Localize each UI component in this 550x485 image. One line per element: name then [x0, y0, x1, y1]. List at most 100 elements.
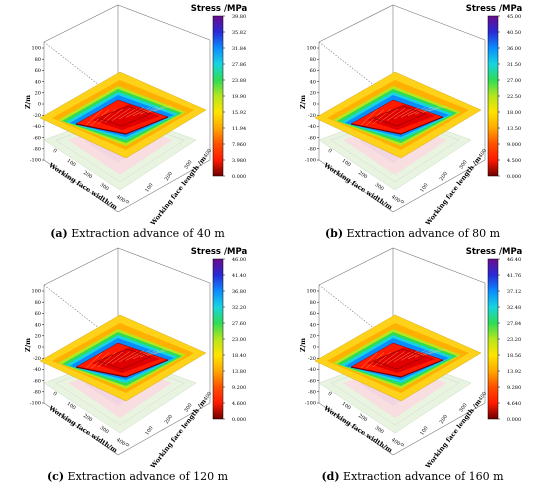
colorbar-tick-label: 32.48 [507, 305, 521, 311]
colorbar-tick-label: 27.84 [507, 321, 521, 327]
z-tick-label: 20 [310, 334, 316, 340]
z-tick-label: -80 [33, 390, 41, 396]
x-tick-label: 100 [340, 401, 351, 411]
colorbar-tick-label: 3.980 [232, 158, 246, 164]
colorbar-title: Stress /MPa [191, 247, 248, 257]
panel-4: 100 80 60 40 20 0 -20 -40 -60 -80 -100 Z/m 0 100 200 30… [275, 243, 550, 485]
panel-caption-text: Extraction advance of 160 m [339, 470, 504, 483]
z-tick-label: -20 [33, 356, 41, 362]
colorbar-tick-label: 0.000 [232, 417, 246, 423]
plot-4: 100806040200-20-40-60-80-100Z/m010020030… [299, 247, 523, 469]
z-axis-label: Z/m [24, 95, 32, 109]
plot-2: 100806040200-20-40-60-80-100Z/m010020030… [299, 4, 523, 226]
z-tick-label: 40 [35, 79, 41, 85]
x-tick-label: 300 [373, 182, 384, 192]
z-tick-label: -40 [308, 124, 316, 130]
y-tick-label: 300 [183, 402, 193, 413]
colorbar-tick-label: 45.00 [507, 14, 521, 20]
x-tick-label: 200 [82, 413, 93, 423]
colorbar-tick-label: 7.960 [232, 142, 246, 148]
colorbar-tick-label: 0.000 [232, 174, 246, 180]
colorbar-tick-label: 13.50 [507, 126, 521, 132]
z-tick-label: -60 [308, 135, 316, 141]
x-tick-label: 300 [98, 425, 109, 435]
z-tick-label: -100 [30, 158, 41, 164]
y-tick-label: 100 [419, 182, 429, 193]
panel-label: (d) [321, 470, 340, 483]
z-tick-label: -80 [33, 147, 41, 153]
z-tick-label: 0 [313, 345, 316, 351]
panel-3: 100 80 60 40 20 0 -20 -40 -60 -80 -100 Z/m 0 100 200 30… [0, 243, 275, 485]
colorbar-title: Stress /MPa [466, 247, 523, 257]
stress-surface [39, 71, 207, 159]
colorbar-tick-label: 13.92 [507, 369, 521, 375]
panel-caption-text: Extraction advance of 80 m [343, 227, 501, 240]
colorbar-tick-label: 9.280 [507, 385, 521, 391]
panel-caption: (b) Extraction advance of 80 m [275, 227, 550, 240]
y-tick-label: 300 [458, 402, 468, 413]
z-tick-label: 80 [35, 57, 41, 63]
z-tick-label: -20 [308, 113, 316, 119]
colorbar-tick-label: 41.76 [507, 273, 521, 279]
stress-surface [39, 314, 207, 402]
z-tick-label: 100 [306, 289, 316, 295]
z-tick-label: -60 [308, 378, 316, 384]
panel-label: (b) [324, 227, 344, 240]
y-tick-label: 100 [419, 425, 429, 436]
z-tick-label: 60 [35, 311, 41, 317]
colorbar-tick-label: 27.60 [232, 321, 246, 327]
y-tick-label: 400 [203, 391, 213, 402]
colorbar-tick-label: 18.40 [232, 353, 246, 359]
y-tick-label: 400 [203, 148, 213, 159]
z-tick-label: -20 [33, 113, 41, 119]
colorbar [487, 15, 499, 177]
x-tick-label: 0 [52, 391, 58, 398]
colorbar-tick-label: 11.94 [232, 126, 246, 132]
stress-surface [314, 314, 482, 402]
z-tick-label: -60 [33, 378, 41, 384]
x-tick-label: 100 [340, 158, 351, 168]
x-tick-label: 100 [65, 158, 76, 168]
colorbar-tick-label: 36.00 [507, 46, 521, 52]
colorbar-tick-label: 4.600 [232, 401, 246, 407]
z-tick-label: 80 [310, 57, 316, 63]
panel-caption: (a) Extraction advance of 40 m [0, 227, 275, 240]
x-tick-label: 200 [357, 170, 368, 180]
colorbar [487, 258, 499, 420]
panel-caption: (c) Extraction advance of 120 m [0, 470, 275, 483]
colorbar-tick-label: 4.500 [507, 158, 521, 164]
z-tick-label: -20 [308, 356, 316, 362]
z-tick-label: 60 [310, 68, 316, 74]
colorbar-tick-label: 46.00 [232, 257, 246, 263]
z-axis-label: Z/m [299, 95, 307, 109]
x-tick-label: 300 [98, 182, 109, 192]
colorbar-tick-label: 19.90 [232, 94, 246, 100]
z-tick-label: 100 [31, 289, 41, 295]
z-tick-label: -40 [33, 367, 41, 373]
z-tick-label: 80 [310, 300, 316, 306]
colorbar-tick-label: 37.12 [507, 289, 521, 295]
z-axis-label: Z/m [299, 338, 307, 352]
y-tick-label: 200 [439, 171, 449, 182]
y-tick-label: 400 [478, 148, 488, 159]
colorbar-tick-label: 46.40 [507, 257, 521, 263]
z-axis-label: Z/m [24, 338, 32, 352]
z-tick-label: 80 [35, 300, 41, 306]
x-tick-label: 300 [373, 425, 384, 435]
panel-label: (a) [50, 227, 68, 240]
y-tick-label: 200 [439, 414, 449, 425]
panel-2: 100 80 60 40 20 0 -20 -40 -60 -80 -100 Z/m 0 100 200 30… [275, 0, 550, 242]
z-tick-label: 100 [31, 46, 41, 52]
z-tick-label: 40 [35, 322, 41, 328]
z-tick-label: -100 [305, 158, 316, 164]
colorbar-title: Stress /MPa [191, 4, 248, 14]
panel-label: (c) [46, 470, 65, 483]
y-tick-label: 200 [164, 414, 174, 425]
colorbar-tick-label: 23.88 [232, 78, 246, 84]
colorbar-tick-label: 39.80 [232, 14, 246, 20]
z-tick-label: 40 [310, 322, 316, 328]
colorbar-tick-label: 23.20 [507, 337, 521, 343]
z-tick-label: 100 [306, 46, 316, 52]
z-tick-label: -40 [308, 367, 316, 373]
colorbar-tick-label: 18.00 [507, 110, 521, 116]
